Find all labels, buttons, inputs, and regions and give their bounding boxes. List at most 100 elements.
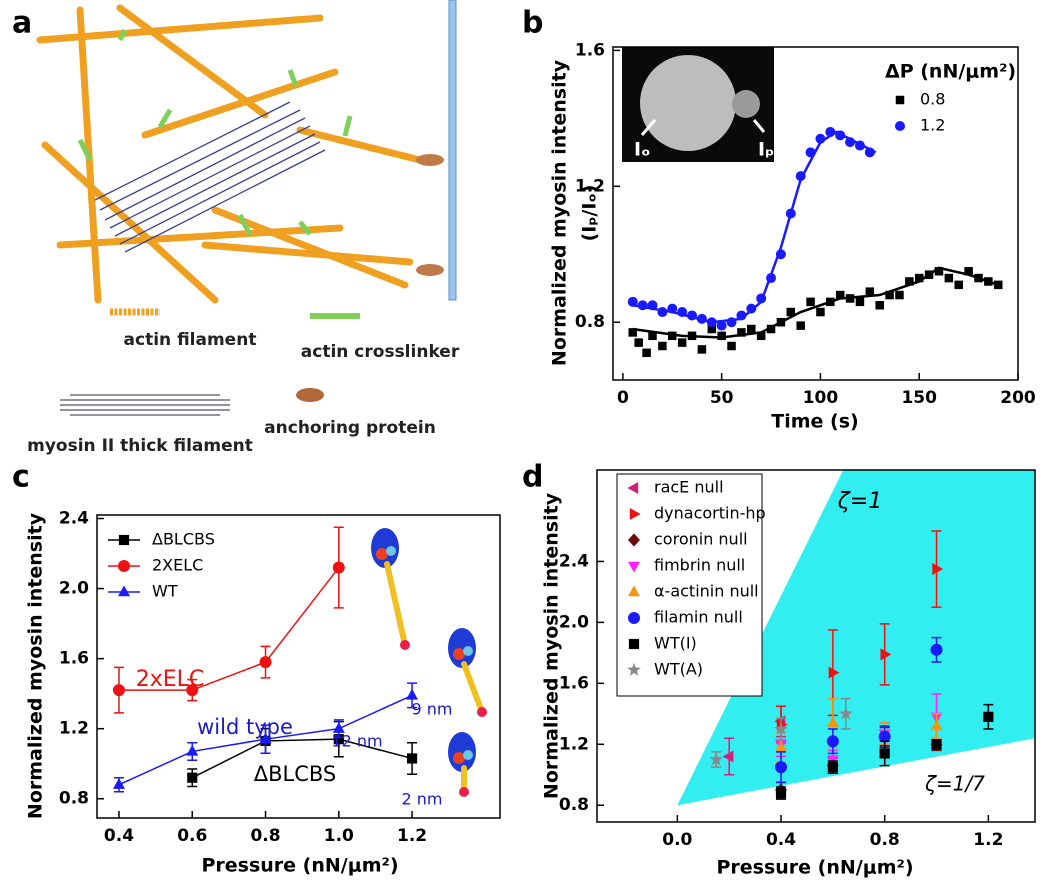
marker <box>878 730 891 743</box>
marker <box>954 280 963 290</box>
marker <box>332 722 345 733</box>
marker <box>634 338 643 347</box>
legend-label: ΔBLCBS <box>152 530 215 549</box>
y-tick-label: 1.2 <box>59 719 89 739</box>
marker <box>756 293 767 304</box>
x-axis-label: Pressure (nN/μm²) <box>201 855 398 877</box>
marker <box>924 270 934 279</box>
marker <box>737 328 746 337</box>
marker <box>628 612 640 624</box>
marker <box>259 656 272 669</box>
marker <box>838 706 853 720</box>
marker <box>805 147 816 158</box>
x-tick-label: 150 <box>901 388 937 408</box>
y-tick-label: 1.6 <box>59 649 89 669</box>
x-tick-label: 0.8 <box>870 830 900 850</box>
marker <box>726 317 737 328</box>
x-axis-label: Time (s) <box>771 411 858 433</box>
fit-line <box>632 266 999 339</box>
marker <box>934 267 944 276</box>
marker <box>118 585 130 597</box>
marker <box>186 684 199 697</box>
marker <box>795 171 806 182</box>
panel-label: a <box>12 6 32 41</box>
marker <box>825 126 836 137</box>
marker <box>775 249 786 260</box>
marker <box>816 307 825 317</box>
anchor <box>416 264 444 276</box>
marker <box>835 290 845 300</box>
marker <box>880 648 892 661</box>
marker <box>775 761 788 774</box>
marker <box>865 287 875 296</box>
marker <box>854 140 865 151</box>
inset-label: Iₒ <box>634 139 650 161</box>
y-axis-label: Normalized myosin intensity <box>541 492 563 799</box>
y-axis-sublabel: (Iₚ/Iₒ) <box>579 185 601 242</box>
marker <box>944 273 954 283</box>
marker <box>637 300 648 311</box>
myosin-filament <box>94 101 326 253</box>
marker <box>895 290 904 300</box>
marker <box>259 732 272 744</box>
marker <box>775 740 788 752</box>
membrane <box>448 0 457 301</box>
marker <box>709 752 724 766</box>
marker <box>658 341 667 351</box>
marker <box>333 734 344 745</box>
x-tick-label: 100 <box>803 388 839 408</box>
y-tick-label: 0.8 <box>59 789 89 809</box>
legend-label: dynacortin-hp <box>654 504 766 523</box>
legend-label: WT(A) <box>654 660 703 679</box>
x-tick-label: 1.2 <box>397 826 427 846</box>
myosin-icon <box>477 707 487 717</box>
legend-label: fimbrin null <box>654 556 745 575</box>
marker <box>406 688 419 700</box>
marker <box>974 273 983 283</box>
marker <box>112 684 125 697</box>
y-axis-label: Normalized myosin intensity <box>549 59 571 366</box>
myosin-icon <box>459 787 469 797</box>
x-tick-label: 1.2 <box>973 830 1003 850</box>
y-tick-label: 2.0 <box>559 612 589 632</box>
marker <box>747 324 756 334</box>
marker <box>932 563 944 576</box>
marker <box>647 300 658 311</box>
myosin-icon <box>386 546 396 556</box>
marker <box>657 307 668 318</box>
annotation: ΔBLCBS <box>254 762 337 786</box>
annotation: 12 nm <box>331 732 382 751</box>
myosin-icon <box>400 640 410 650</box>
plot-frame <box>596 469 1036 823</box>
marker <box>796 321 805 330</box>
legend-label: 1.2 <box>920 116 945 135</box>
myosin-lever <box>461 661 485 715</box>
marker <box>993 280 1003 290</box>
marker <box>815 133 826 144</box>
myosin-sample <box>60 394 230 416</box>
legend-title: ΔP (nN/μm²) <box>885 61 1016 83</box>
marker <box>677 307 688 318</box>
marker <box>826 716 839 728</box>
panel-label: d <box>522 460 543 495</box>
marker <box>786 307 796 317</box>
legend-label: WT <box>152 582 178 601</box>
marker <box>845 137 856 148</box>
panel-label: b <box>522 6 543 41</box>
marker <box>677 338 687 347</box>
marker <box>845 294 855 303</box>
y-tick-label: 2.0 <box>59 579 89 599</box>
x-tick-label: 0 <box>617 388 629 408</box>
shaded-region <box>677 470 1035 806</box>
marker <box>855 297 865 307</box>
marker <box>642 348 651 358</box>
x-tick-label: 50 <box>710 388 734 408</box>
legend-label: α-actinin null <box>654 582 759 601</box>
marker <box>628 638 640 650</box>
marker <box>706 317 717 328</box>
annotation: wild type <box>197 715 293 739</box>
marker <box>186 744 199 756</box>
legend-box <box>616 473 763 697</box>
marker <box>187 772 198 783</box>
